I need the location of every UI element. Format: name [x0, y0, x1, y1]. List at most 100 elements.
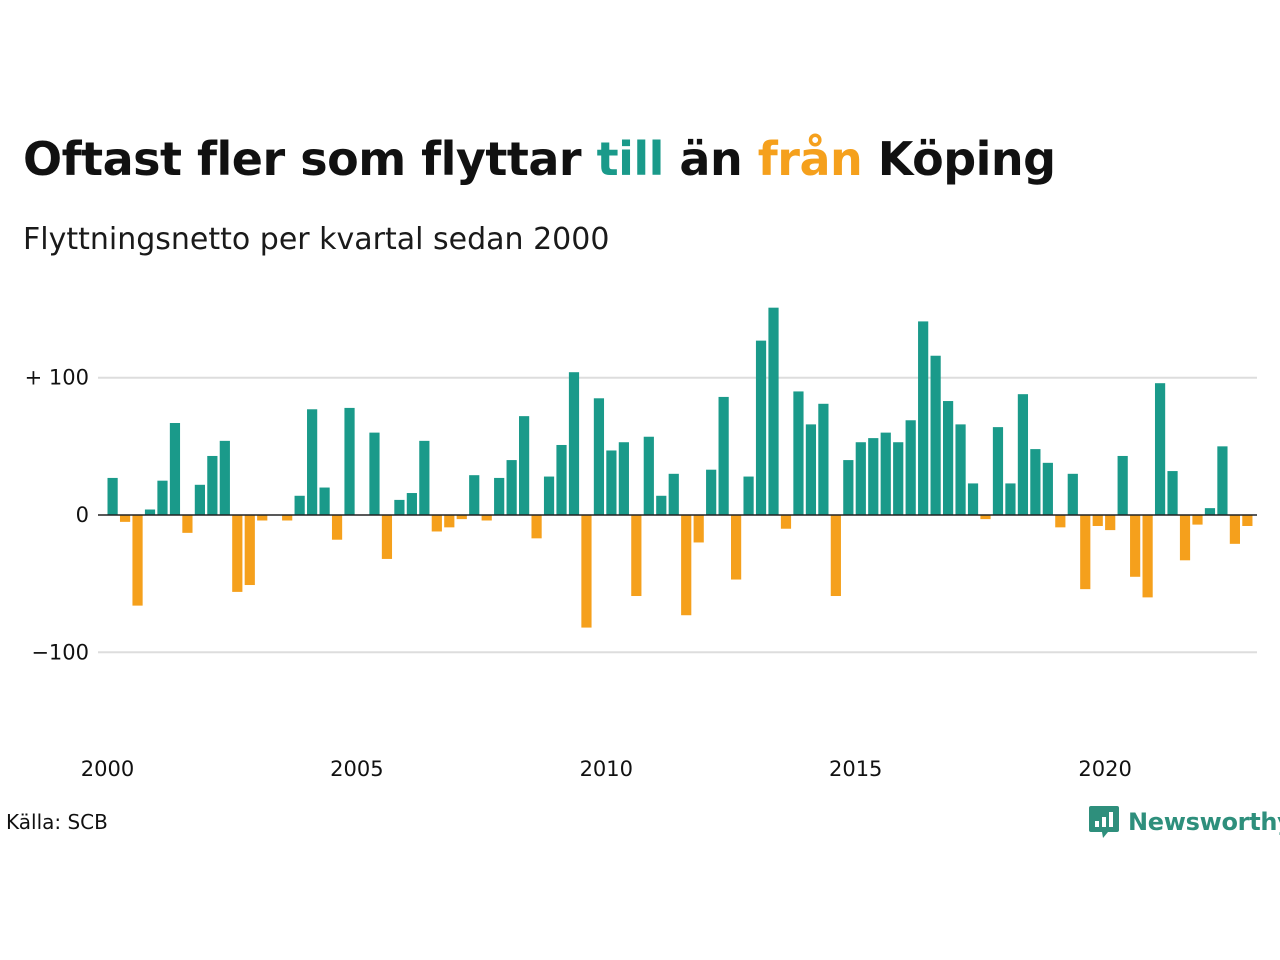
- bar-positive: [805, 424, 817, 515]
- bar-positive: [718, 396, 729, 515]
- bar-positive: [543, 476, 555, 515]
- bar-negative: [780, 515, 792, 529]
- bar-positive: [905, 420, 916, 515]
- bar-negative: [232, 515, 243, 592]
- bar-positive: [880, 432, 891, 515]
- bar-positive: [394, 499, 405, 515]
- bar-negative: [331, 515, 343, 540]
- bar-positive: [307, 409, 318, 515]
- bar-positive: [967, 483, 979, 515]
- bar-positive: [556, 444, 567, 515]
- title-part-2: än: [663, 132, 758, 186]
- bar-positive: [1217, 446, 1228, 515]
- x-tick-label: 2000: [81, 757, 134, 781]
- bar-positive: [656, 495, 667, 515]
- bar-positive: [469, 475, 480, 515]
- bar-positive: [1017, 394, 1029, 515]
- bar-positive: [1042, 462, 1053, 515]
- bar-negative: [1105, 515, 1116, 531]
- title-part-1: Oftast fler som flyttar: [23, 132, 597, 186]
- bar-negative: [581, 515, 592, 628]
- bar-positive: [369, 432, 380, 515]
- bar-positive: [169, 423, 181, 515]
- bar-negative: [244, 515, 255, 586]
- x-tick-label: 2015: [829, 757, 882, 781]
- bar-positive: [506, 460, 517, 515]
- x-tick-label: 2010: [580, 757, 633, 781]
- bar-positive: [344, 407, 355, 515]
- bar-negative: [456, 515, 467, 520]
- bar-positive: [930, 355, 941, 515]
- bar-negative: [431, 515, 442, 532]
- bar-negative: [132, 515, 143, 606]
- bar-negative: [182, 515, 193, 533]
- bar-positive: [743, 476, 754, 515]
- bar-negative: [1142, 515, 1153, 598]
- bar-positive: [706, 469, 717, 515]
- bar-positive: [1067, 473, 1078, 515]
- bar-positive: [955, 424, 966, 515]
- title-word-till: till: [596, 132, 665, 186]
- bar-positive: [1154, 383, 1166, 515]
- bar-negative: [481, 515, 492, 521]
- bar-positive: [855, 442, 866, 515]
- bar-positive: [519, 416, 530, 515]
- title-word-fran: från: [757, 132, 863, 186]
- bar-negative: [282, 515, 293, 521]
- bar-positive: [843, 460, 854, 515]
- bar-negative: [1055, 515, 1066, 528]
- y-tick-label: −100: [31, 640, 89, 664]
- bar-positive: [194, 484, 205, 515]
- bar-negative: [631, 515, 642, 597]
- bar-positive: [219, 440, 230, 515]
- bar-negative: [119, 515, 131, 522]
- bar-positive: [755, 340, 767, 515]
- bar-positive: [818, 403, 829, 515]
- bar-positive: [419, 440, 430, 515]
- bar-positive: [593, 398, 605, 515]
- y-tick-label: 0: [76, 503, 89, 527]
- bar-positive: [668, 473, 679, 515]
- bar-positive: [319, 487, 330, 515]
- bar-negative: [1192, 515, 1203, 525]
- brand-logo: Newsworthy: [1088, 804, 1280, 840]
- bar-positive: [992, 427, 1004, 515]
- source-label: Källa: SCB: [6, 810, 108, 834]
- bar-positive: [793, 391, 804, 515]
- bar-negative: [381, 515, 393, 559]
- bar-positive: [1167, 471, 1178, 515]
- bar-positive: [893, 442, 904, 515]
- bar-positive: [406, 493, 417, 515]
- bar-positive: [918, 321, 929, 515]
- bar-positive: [868, 438, 879, 515]
- bar-negative: [531, 515, 542, 539]
- x-tick-label: 2005: [330, 757, 383, 781]
- chart-title: Oftast fler som flyttar till än från Köp…: [23, 132, 1056, 186]
- bar-positive: [1030, 449, 1041, 515]
- x-tick-label: 2020: [1078, 757, 1131, 781]
- bar-negative: [1179, 515, 1191, 561]
- y-tick-label: + 100: [25, 366, 89, 390]
- bar-positive: [107, 477, 118, 515]
- bar-positive: [157, 480, 168, 515]
- bar-positive: [1117, 455, 1128, 515]
- bar-negative: [693, 515, 704, 543]
- bar-positive: [606, 450, 617, 515]
- bar-negative: [1092, 515, 1103, 526]
- brand-name: Newsworthy: [1128, 808, 1280, 836]
- bar-positive: [494, 477, 505, 515]
- bar-positive: [643, 436, 654, 515]
- bar-negative: [1242, 515, 1253, 526]
- chart-subtitle: Flyttningsnetto per kvartal sedan 2000: [23, 222, 610, 257]
- bar-positive: [618, 442, 629, 515]
- bar-negative: [980, 515, 991, 520]
- bar-positive: [942, 401, 954, 515]
- title-part-3: Köping: [862, 132, 1056, 186]
- bar-negative: [257, 515, 268, 521]
- newsworthy-logo-icon: [1089, 806, 1119, 838]
- bar-negative: [1229, 515, 1240, 544]
- bar-positive: [1204, 508, 1216, 515]
- bar-negative: [830, 515, 841, 597]
- bar-negative: [1130, 515, 1141, 577]
- bar-negative: [444, 515, 455, 528]
